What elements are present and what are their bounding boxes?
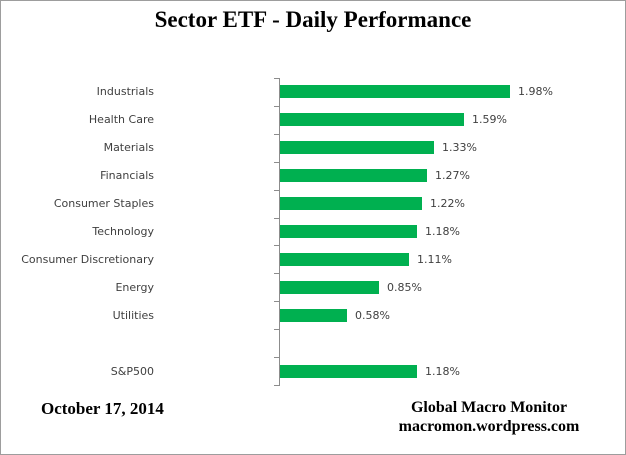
category-label: Consumer Staples [53,197,154,211]
category-label: Industrials [96,85,154,99]
value-label: 1.33% [442,141,477,155]
axis-tick [274,218,279,219]
bar [280,253,409,266]
category-label: Financials [100,169,154,183]
axis-tick [274,329,279,330]
axis-tick [274,245,279,246]
value-label: 1.98% [518,85,553,99]
bar [280,225,417,238]
source-line-2: macromon.wordpress.com [398,418,580,435]
category-label: Energy [115,280,154,294]
axis-tick [274,106,279,107]
value-label: 1.27% [435,169,470,183]
bar [280,169,427,182]
category-label: Consumer Discretionary [21,252,154,266]
date-label: October 17, 2014 [41,399,164,418]
value-label: 1.18% [425,224,460,238]
axis-tick [274,134,279,135]
source-line-1: Global Macro Monitor [410,399,568,416]
value-label: 1.22% [430,197,465,211]
axis-tick [274,385,279,386]
source-attribution: Global Macro Monitor macromon.wordpress.… [349,398,625,436]
category-axis-line [279,78,280,386]
bar [280,197,422,210]
category-label: Health Care [88,113,154,127]
axis-tick [274,162,279,163]
chart-title: Sector ETF - Daily Performance [154,7,472,32]
axis-tick [274,357,279,358]
category-label: Technology [92,224,154,238]
bar [280,85,510,98]
bar [280,113,464,126]
value-label: 0.85% [387,280,422,294]
axis-tick [274,190,279,191]
bar [280,309,347,322]
value-label: 0.58% [355,308,390,322]
category-label: Utilities [112,308,154,322]
axis-tick [274,301,279,302]
bar [280,365,417,378]
axis-tick [274,78,279,79]
category-label: Materials [103,141,154,155]
value-label: 1.18% [425,364,460,378]
category-label: S&P500 [110,364,154,378]
axis-tick [274,273,279,274]
value-label: 1.11% [417,252,452,266]
bar [280,141,434,154]
bar-chart-plot: Industrials 1.98% Health Care 1.59% Material… [1,78,625,386]
bar [280,281,379,294]
value-label: 1.59% [472,113,507,127]
